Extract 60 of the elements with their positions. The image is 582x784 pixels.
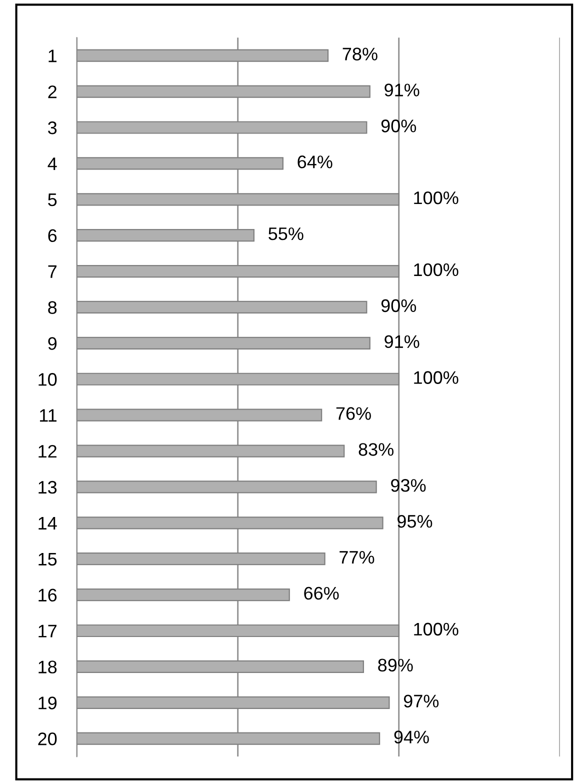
y-tick-label: 6 <box>48 229 57 242</box>
bar <box>76 552 326 566</box>
bar <box>76 229 254 242</box>
bar <box>76 264 400 278</box>
data-label: 89% <box>378 658 413 672</box>
data-label: 90% <box>381 120 416 132</box>
data-label: 100% <box>414 263 458 276</box>
y-tick-label: 14 <box>38 517 57 530</box>
bar <box>76 516 384 530</box>
y-tick-label: 4 <box>48 158 57 170</box>
y-tick-label: 17 <box>38 624 56 638</box>
bar <box>76 444 345 458</box>
data-label: 100% <box>414 371 458 384</box>
bar <box>76 121 368 134</box>
y-tick-label: 9 <box>48 337 57 350</box>
y-tick-label: 8 <box>48 301 57 314</box>
y-tick-label: 5 <box>48 194 57 206</box>
y-tick-label: 15 <box>38 552 57 566</box>
bar <box>76 624 400 638</box>
bar <box>76 696 390 709</box>
data-label: 55% <box>268 227 304 240</box>
bar <box>76 408 322 422</box>
y-tick-label: 3 <box>48 121 57 134</box>
data-label: 93% <box>391 479 426 492</box>
bar <box>76 336 370 350</box>
y-tick-label: 19 <box>38 696 57 710</box>
data-label: 91% <box>384 335 420 348</box>
data-label: 95% <box>397 514 432 528</box>
bar <box>76 85 370 98</box>
bar <box>76 480 377 494</box>
bar <box>76 193 400 206</box>
data-label: 91% <box>384 84 420 96</box>
bar <box>76 588 290 602</box>
y-tick-label: 7 <box>48 265 56 278</box>
bar <box>76 660 364 673</box>
data-label: 77% <box>340 550 374 564</box>
data-label: 94% <box>394 730 429 744</box>
data-label: 76% <box>336 407 371 420</box>
y-tick-label: 10 <box>38 373 57 386</box>
y-tick-label: 18 <box>38 660 57 674</box>
y-tick-label: 12 <box>38 444 56 458</box>
bar <box>76 157 284 170</box>
bar <box>76 49 329 62</box>
y-tick-label: 20 <box>38 732 57 746</box>
y-tick-label: 11 <box>40 409 56 422</box>
bar <box>76 372 400 386</box>
y-tick-label: 1 <box>48 50 56 62</box>
bar <box>76 732 380 745</box>
y-tick-label: 16 <box>38 588 57 602</box>
bar <box>76 300 368 314</box>
data-label: 90% <box>381 299 416 312</box>
data-label: 64% <box>298 156 332 168</box>
data-label: 78% <box>342 48 378 60</box>
data-label: 66% <box>304 586 339 600</box>
y-tick-label: 13 <box>38 480 57 494</box>
y-tick-label: 2 <box>48 85 56 98</box>
data-label: 83% <box>358 443 394 456</box>
data-label: 97% <box>404 694 439 708</box>
data-label: 100% <box>414 191 458 204</box>
data-label: 100% <box>414 622 458 636</box>
